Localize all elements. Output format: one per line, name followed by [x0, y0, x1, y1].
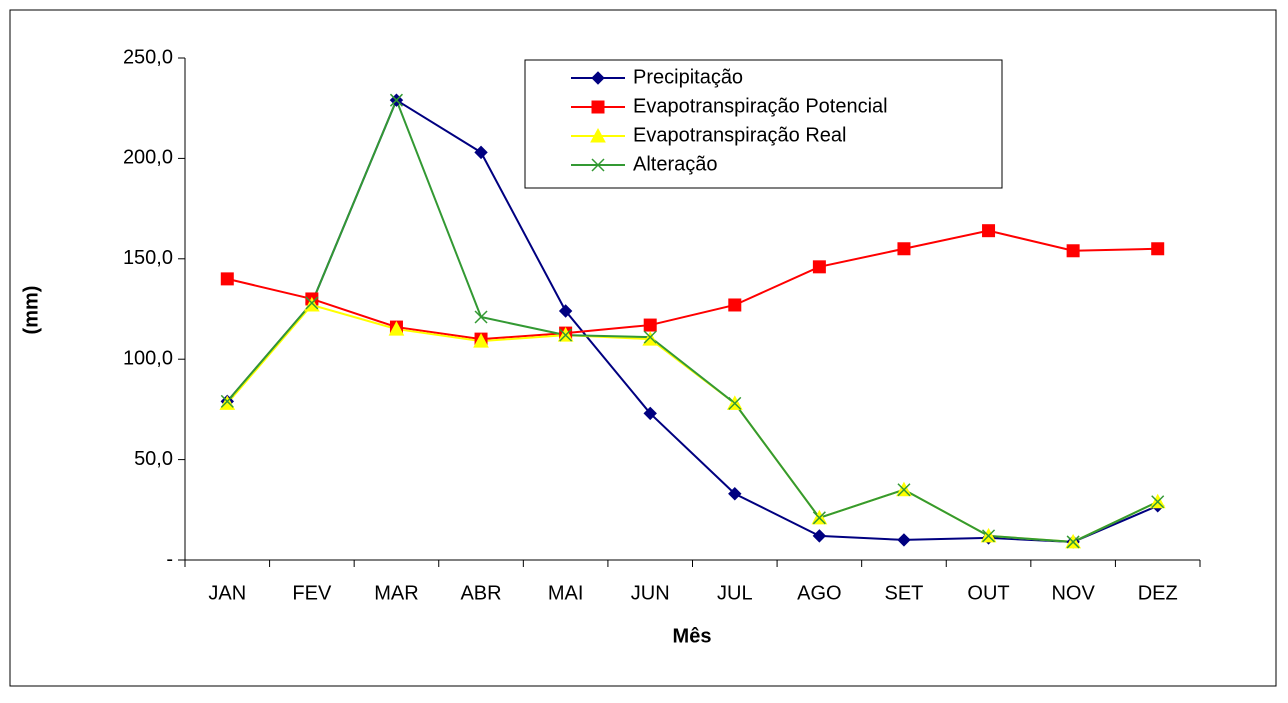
marker-diamond [591, 71, 605, 85]
x-tick-label: JAN [208, 582, 246, 604]
legend-box [524, 59, 1003, 189]
legend-label: Evapotranspiração Potencial [633, 95, 888, 117]
marker-diamond [897, 533, 911, 547]
marker-diamond [728, 487, 742, 501]
x-tick-label: FEV [292, 582, 332, 604]
marker-x [1151, 495, 1165, 509]
y-axis-label: (mm) [20, 286, 42, 335]
marker-x [897, 483, 911, 497]
series-line [226, 97, 1159, 543]
marker-diamond [474, 145, 488, 160]
marker-triangle [388, 321, 405, 336]
legend-label: Alteração [633, 153, 718, 175]
marker-diamond [558, 304, 573, 318]
x-axis-label: Mês [673, 625, 712, 647]
marker-x [643, 330, 657, 344]
marker-square [982, 224, 996, 238]
legend-label: Precipitação [633, 66, 743, 88]
x-tick-label: ABR [460, 582, 501, 604]
marker-square [591, 100, 605, 114]
marker-diamond [643, 406, 657, 421]
marker-square [728, 298, 742, 312]
x-tick-label: SET [885, 582, 924, 604]
marker-square [897, 242, 911, 256]
marker-x [1066, 535, 1080, 549]
x-tick-label: DEZ [1138, 582, 1178, 604]
marker-diamond [812, 529, 827, 543]
marker-square [643, 318, 657, 332]
marker-x [982, 529, 996, 543]
x-tick-label: JUL [717, 582, 753, 604]
x-tick-label: JUN [631, 582, 670, 604]
y-tick-label: 150,0 [123, 247, 173, 269]
marker-triangle [473, 333, 489, 348]
marker-x [220, 394, 234, 408]
marker-x [305, 296, 319, 310]
marker-triangle [590, 127, 606, 143]
marker-x [728, 396, 742, 410]
marker-square [1066, 244, 1080, 258]
marker-x [389, 93, 403, 107]
x-tick-label: AGO [797, 582, 841, 604]
y-tick-label: 200,0 [123, 147, 173, 169]
x-tick-label: OUT [967, 582, 1009, 604]
marker-x [591, 158, 605, 172]
y-tick-label: - [166, 548, 173, 570]
marker-x [474, 310, 488, 324]
y-tick-label: 100,0 [123, 347, 173, 369]
x-tick-label: MAR [374, 582, 418, 604]
marker-triangle [642, 331, 659, 346]
marker-triangle [219, 395, 236, 410]
series-line [227, 229, 1158, 341]
legend-label: Evapotranspiração Real [633, 124, 846, 146]
y-tick-label: 250,0 [123, 46, 173, 68]
marker-triangle [304, 296, 320, 312]
x-tick-label: NOV [1051, 582, 1095, 604]
marker-x [812, 511, 826, 525]
marker-square [812, 260, 826, 274]
marker-x [559, 328, 573, 342]
x-tick-label: MAI [548, 582, 584, 604]
marker-square [1151, 242, 1165, 256]
y-tick-label: 50,0 [134, 448, 173, 470]
marker-square [220, 272, 234, 286]
